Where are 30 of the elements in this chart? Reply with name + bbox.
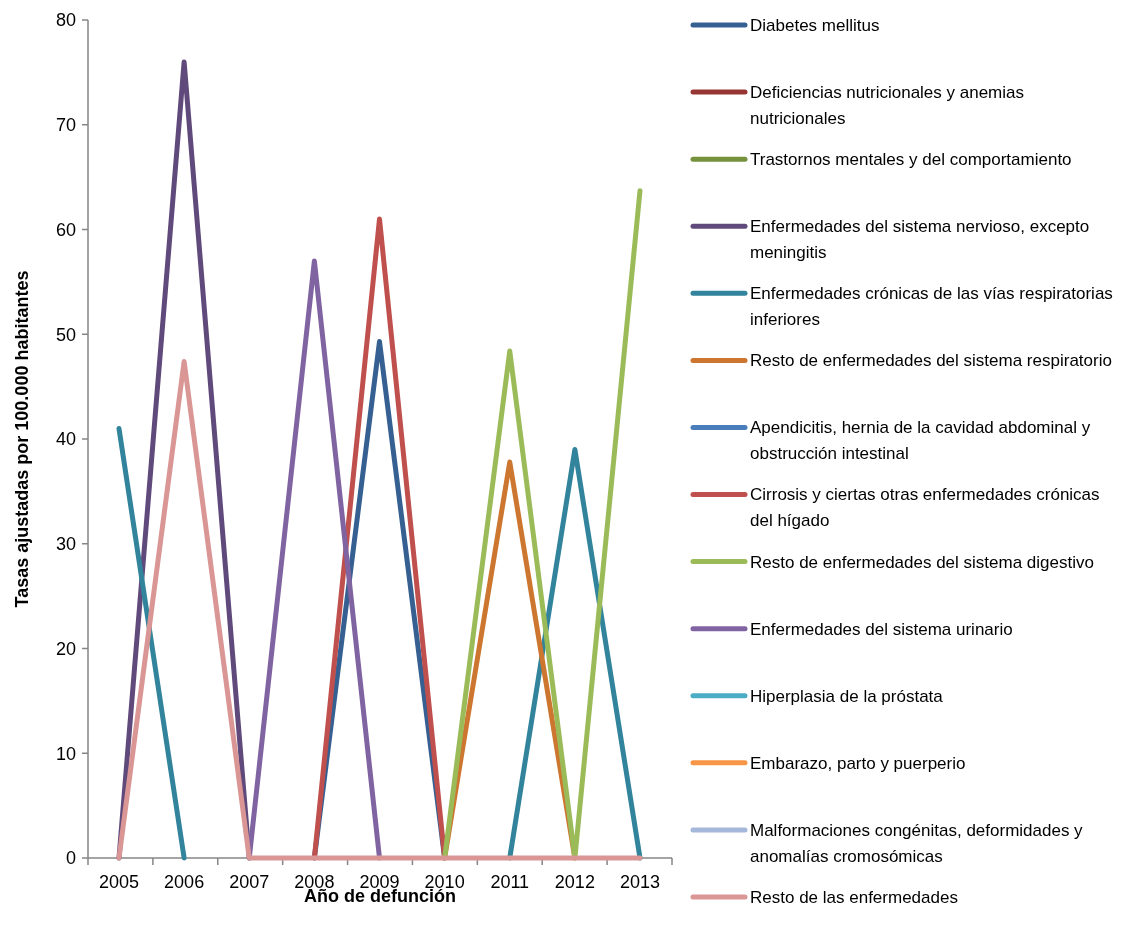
legend-label: Resto de enfermedades del sistema respiratorio — [750, 351, 1112, 371]
legend-label: Resto de enfermedades del sistema digestivo — [750, 552, 1094, 572]
legend-label: Enfermedades del sistema nervioso, excepto meningitis — [750, 217, 1090, 263]
y-tick-label: 30 — [55, 534, 76, 555]
x-tick-label: 2007 — [229, 872, 270, 892]
legend-label: Apendicitis, hernia de la cavidad abdominal y obstrucción intestinal — [750, 418, 1091, 464]
legend-label: Diabetes mellitus — [750, 15, 880, 35]
y-tick-label: 80 — [55, 10, 76, 31]
x-tick-label: 2013 — [619, 872, 661, 892]
y-tick-label: 70 — [55, 115, 76, 136]
legend-label: Malformaciones congénitas, deformidades y anomalías cromosómicas — [750, 820, 1084, 866]
y-tick-label: 0 — [65, 848, 76, 869]
legend-label: Cirrosis y ciertas otras enfermedades crónicas del hígado — [750, 485, 1100, 531]
x-tick-label: 2005 — [98, 872, 140, 892]
y-axis-title: Tasas ajustadas por 100.000 habitantes — [12, 270, 32, 608]
y-tick-label: 20 — [55, 638, 76, 659]
y-tick-label: 60 — [55, 219, 76, 240]
legend-label: Resto de las enfermedades — [750, 887, 958, 907]
legend-label: Deficiencias nutricionales y anemias nutricionales — [750, 83, 1025, 129]
legend-label: Enfermedades del sistema urinario — [750, 619, 1013, 639]
x-tick-label: 2011 — [490, 872, 530, 892]
y-tick-label: 40 — [55, 429, 76, 450]
legend-label: Trastornos mentales y del comportamiento — [750, 150, 1072, 170]
legend-label: Embarazo, parto y puerperio — [750, 753, 966, 773]
y-tick-label: 10 — [55, 743, 76, 764]
legend-label: Hiperplasia de la próstata — [750, 686, 944, 706]
legend-label: Enfermedades crónicas de las vías respiratorias inferiores — [750, 284, 1113, 330]
x-tick-label: 2012 — [554, 872, 595, 892]
x-tick-label: 2006 — [164, 872, 205, 892]
y-tick-label: 50 — [55, 324, 76, 345]
